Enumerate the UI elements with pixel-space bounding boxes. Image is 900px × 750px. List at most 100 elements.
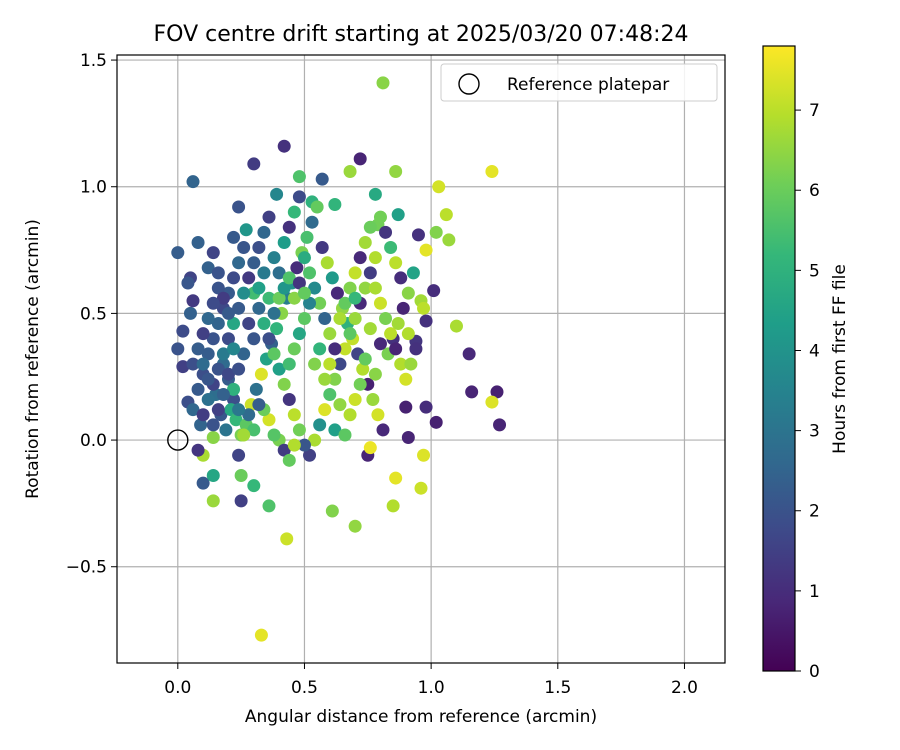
data-point bbox=[343, 327, 357, 341]
data-point bbox=[353, 251, 367, 265]
data-point bbox=[262, 291, 276, 305]
data-point bbox=[176, 324, 190, 338]
y-axis-label: Rotation from reference (arcmin) bbox=[23, 219, 43, 499]
data-point bbox=[232, 448, 246, 462]
data-point bbox=[368, 367, 382, 381]
data-point bbox=[373, 296, 387, 310]
data-point bbox=[338, 428, 352, 442]
x-axis-label: Angular distance from reference (arcmin) bbox=[245, 707, 597, 727]
y-tick-label: 1.5 bbox=[80, 51, 107, 71]
data-point bbox=[282, 393, 296, 407]
data-point bbox=[211, 281, 225, 295]
legend-marker-reference bbox=[458, 73, 480, 95]
data-point bbox=[254, 367, 268, 381]
data-point bbox=[282, 271, 296, 285]
data-point bbox=[429, 415, 443, 429]
x-axis-ticks: 0.0 0.5 1.0 1.5 2.0 bbox=[164, 663, 698, 698]
data-point bbox=[272, 362, 286, 376]
y-axis-ticks: −0.5 0.0 0.5 1.0 1.5 bbox=[66, 51, 117, 578]
data-point bbox=[242, 408, 256, 422]
data-point bbox=[389, 342, 403, 356]
legend-box bbox=[440, 63, 718, 102]
data-point bbox=[391, 208, 405, 222]
data-point bbox=[328, 423, 342, 437]
data-point bbox=[270, 187, 284, 201]
data-point bbox=[287, 342, 301, 356]
y-tick-label: 1.0 bbox=[80, 178, 107, 198]
data-point bbox=[411, 228, 425, 242]
data-point bbox=[333, 311, 347, 325]
data-point bbox=[232, 362, 246, 376]
data-point bbox=[368, 187, 382, 201]
data-point bbox=[404, 357, 418, 371]
x-tick-label: 1.0 bbox=[418, 678, 445, 698]
data-point bbox=[330, 286, 344, 300]
data-point bbox=[338, 342, 352, 356]
data-point bbox=[277, 443, 291, 457]
data-point bbox=[391, 317, 405, 331]
data-point bbox=[493, 418, 507, 432]
data-point bbox=[449, 319, 463, 333]
y-tick-label: 0.0 bbox=[80, 431, 107, 451]
data-point bbox=[292, 276, 306, 290]
data-point bbox=[211, 266, 225, 280]
data-point bbox=[239, 223, 253, 237]
data-point bbox=[419, 243, 433, 257]
data-point bbox=[409, 342, 423, 356]
data-point bbox=[427, 284, 441, 298]
colorbar-tick-label: 7 bbox=[809, 101, 820, 121]
data-point bbox=[297, 311, 311, 325]
data-point bbox=[333, 357, 347, 371]
data-point bbox=[366, 393, 380, 407]
data-point bbox=[292, 327, 306, 341]
data-point bbox=[196, 327, 210, 341]
data-point bbox=[282, 220, 296, 234]
data-point bbox=[194, 418, 208, 432]
data-point bbox=[485, 165, 499, 179]
data-point bbox=[229, 413, 243, 427]
data-point bbox=[221, 332, 235, 346]
data-point bbox=[297, 438, 311, 452]
data-point bbox=[414, 481, 428, 495]
data-point bbox=[300, 230, 314, 244]
data-point bbox=[318, 372, 332, 386]
colorbar-label: Hours from first FF file bbox=[830, 264, 850, 454]
data-point bbox=[399, 400, 413, 414]
data-point bbox=[323, 387, 337, 401]
data-point bbox=[257, 317, 271, 331]
data-point bbox=[358, 235, 372, 249]
data-point bbox=[343, 165, 357, 179]
data-point bbox=[252, 301, 266, 315]
data-point bbox=[465, 385, 479, 399]
data-point bbox=[282, 357, 296, 371]
data-point bbox=[227, 342, 241, 356]
data-point bbox=[186, 403, 200, 417]
x-tick-label: 0.5 bbox=[291, 678, 318, 698]
data-point bbox=[323, 327, 337, 341]
colorbar-tick-label: 5 bbox=[809, 261, 820, 281]
data-point bbox=[191, 342, 205, 356]
data-point bbox=[186, 294, 200, 308]
data-point bbox=[292, 170, 306, 184]
data-point bbox=[376, 76, 390, 90]
data-point bbox=[399, 372, 413, 386]
data-point bbox=[247, 423, 261, 437]
data-point bbox=[191, 382, 205, 396]
data-point bbox=[206, 431, 220, 445]
data-point bbox=[191, 235, 205, 249]
data-point bbox=[292, 423, 306, 437]
data-point bbox=[287, 291, 301, 305]
data-point bbox=[206, 246, 220, 260]
data-point bbox=[305, 215, 319, 229]
data-point bbox=[406, 266, 420, 280]
data-point bbox=[277, 281, 291, 295]
data-point bbox=[368, 281, 382, 295]
y-tick-label: 0.5 bbox=[80, 304, 107, 324]
data-point bbox=[348, 393, 362, 407]
data-point bbox=[227, 317, 241, 331]
legend-label-reference: Reference platepar bbox=[507, 75, 669, 95]
data-point bbox=[348, 291, 362, 305]
data-point bbox=[348, 266, 362, 280]
reference-platepar-marker bbox=[167, 429, 189, 451]
data-point bbox=[277, 139, 291, 153]
